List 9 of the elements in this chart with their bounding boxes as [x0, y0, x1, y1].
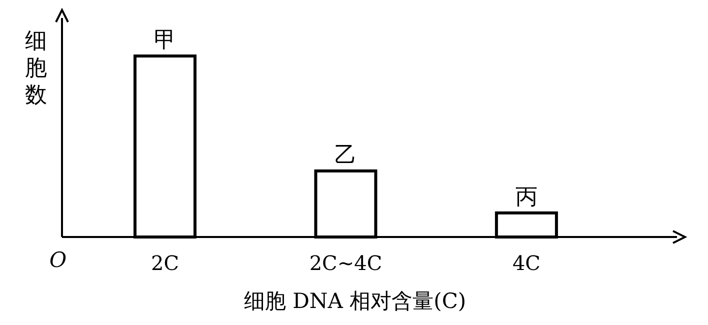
x-tick-label: 2C	[150, 251, 180, 275]
annotation: 甲	[154, 28, 176, 53]
annotation: 乙	[334, 142, 357, 168]
x-tick-label: 2C~4C	[309, 251, 382, 275]
text: O	[49, 248, 67, 272]
x-tick-label: 4C	[512, 251, 540, 275]
annotation: 丙	[515, 184, 538, 210]
x-axis-title: 细胞 DNA 相对含量(C)	[244, 289, 466, 313]
y-axis-title: 细胞数	[25, 29, 47, 108]
